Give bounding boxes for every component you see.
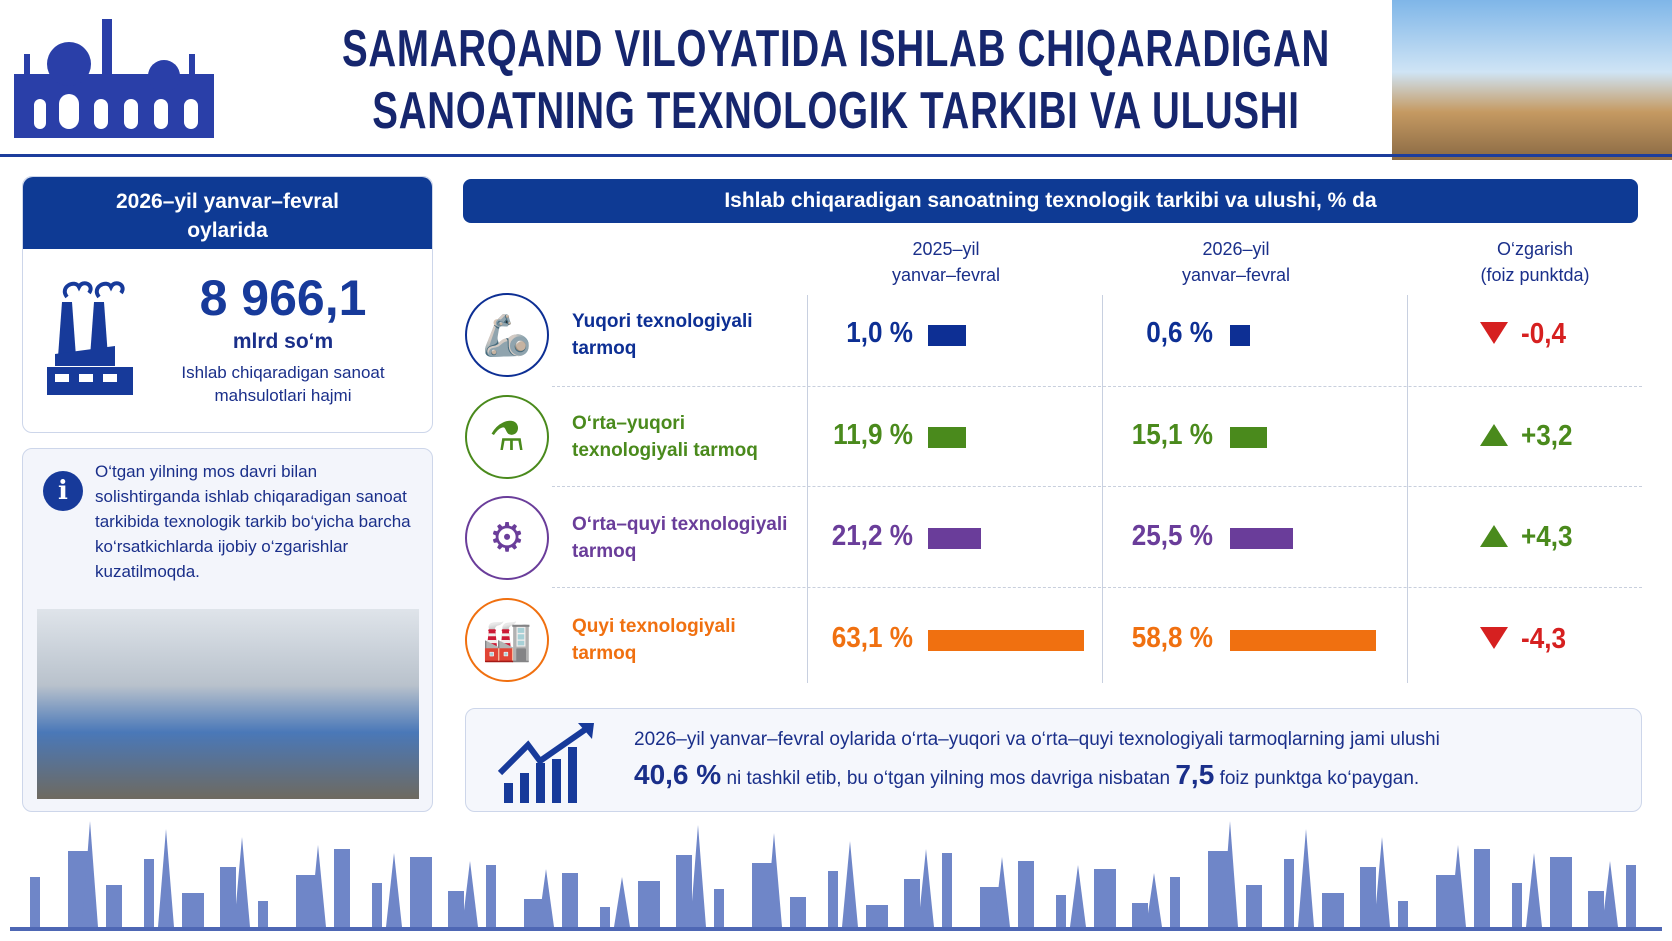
summary-header: 2026–yil yanvar–fevral oylarida (23, 177, 432, 249)
row-label: Yuqori texnologiyali tarmoq (572, 311, 753, 359)
production-caption: Ishlab chiqaradigan sanoat mahsulotlari … (181, 363, 385, 405)
bar-2025 (928, 528, 981, 549)
row-label: O‘rta–yuqori texnologiyali tarmoq (572, 413, 758, 461)
production-unit: mlrd so‘m (232, 330, 334, 353)
bar-2025 (928, 427, 966, 448)
change-value: -0,4 (1521, 318, 1566, 350)
value-2026: 25,5 % (1131, 520, 1213, 552)
summary-card: 2026–yil yanvar–fevral oylarida 8 966,1 … (22, 176, 433, 433)
change-value: +4,3 (1521, 521, 1573, 553)
col-header-2026: 2026–yil yanvar–fevral (1181, 239, 1291, 285)
bar-2025 (928, 325, 966, 346)
arrow-down-icon (1480, 322, 1508, 344)
row-divider (552, 486, 1642, 487)
page-title: SAMARQAND VILOYATIDA ISHLAB CHIQARADIGAN… (341, 20, 1331, 140)
bar-2026 (1230, 630, 1376, 651)
conclusion-text-end: foiz punktga ko‘paygan. (1219, 768, 1420, 789)
growth-chart-icon (498, 723, 594, 803)
conclusion-text: ni tashkil etib, bu o‘tgan yilning mos d… (726, 768, 1171, 789)
factory-smoke-icon (47, 281, 133, 395)
conclusion-box: 2026–yil yanvar–fevral oylarida o‘rta–yu… (465, 708, 1642, 812)
bar-2026 (1230, 528, 1294, 549)
info-card: i O‘tgan yilning mos davri bilan solisht… (22, 448, 433, 812)
industrial-skyline-icon (10, 821, 1662, 931)
value-2025: 63,1 % (831, 622, 913, 654)
conclusion-line1: 2026–yil yanvar–fevral oylarida o‘rta–yu… (634, 729, 1440, 750)
value-2026: 15,1 % (1131, 419, 1213, 451)
robot-arm-icon: 🦾 (465, 293, 549, 377)
row-divider (552, 587, 1642, 588)
change-value: -4,3 (1521, 623, 1566, 655)
row-label: Quyi texnologiyali tarmoq (572, 616, 736, 664)
mosque-logo-icon (14, 19, 214, 138)
bar-2025 (928, 630, 1085, 651)
header-divider (0, 154, 1672, 157)
value-2025: 11,9 % (833, 419, 913, 451)
gears-icon: ⚙ (465, 496, 549, 580)
col-header-2025: 2025–yil yanvar–fevral (891, 239, 1001, 285)
combined-share: 40,6 % (634, 759, 722, 790)
conclusion-line2: 40,6 % ni tashkil etib, bu o‘tgan yilnin… (634, 759, 1419, 791)
info-text: O‘tgan yilning mos davri bilan solishtir… (95, 462, 411, 581)
value-2025: 1,0 % (846, 317, 913, 349)
bar-2026 (1230, 325, 1250, 346)
arrow-up-icon (1480, 525, 1508, 547)
col-header-change: O‘zgarish (foiz punktda) (1480, 239, 1590, 285)
bar-2026 (1230, 427, 1268, 448)
flask-gear-icon: ⚗ (465, 395, 549, 479)
table-heading: Ishlab chiqaradigan sanoatning texnologi… (463, 179, 1638, 223)
row-divider (552, 386, 1642, 387)
value-2026: 0,6 % (1146, 317, 1213, 349)
value-2026: 58,8 % (1131, 622, 1213, 654)
factory-icon: 🏭 (465, 598, 549, 682)
info-icon: i (43, 471, 83, 511)
column-divider (807, 295, 808, 683)
column-divider (1407, 295, 1408, 683)
production-value: 8 966,1 (199, 270, 367, 326)
value-2025: 21,2 % (831, 520, 913, 552)
arrow-up-icon (1480, 424, 1508, 446)
registan-photo (1392, 0, 1672, 160)
column-divider (1102, 295, 1103, 683)
change-value: +3,2 (1521, 420, 1573, 452)
arrow-down-icon (1480, 627, 1508, 649)
factory-photo (37, 609, 419, 799)
points-increase: 7,5 (1175, 759, 1215, 790)
row-label: O‘rta–quyi texnologiyali tarmoq (572, 514, 788, 562)
